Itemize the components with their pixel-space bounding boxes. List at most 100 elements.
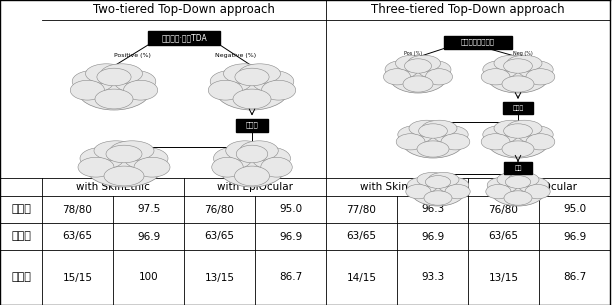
Text: 96.9: 96.9 — [421, 231, 444, 242]
Ellipse shape — [409, 120, 444, 136]
Ellipse shape — [526, 134, 555, 150]
Text: 특이도: 특이도 — [11, 272, 31, 282]
Text: 78/80: 78/80 — [63, 204, 92, 214]
Text: 86.7: 86.7 — [563, 272, 586, 282]
Ellipse shape — [417, 172, 448, 187]
Ellipse shape — [106, 145, 142, 163]
Ellipse shape — [104, 166, 144, 186]
Ellipse shape — [384, 69, 410, 85]
Ellipse shape — [235, 68, 269, 86]
Ellipse shape — [410, 174, 466, 206]
Ellipse shape — [72, 70, 114, 92]
Ellipse shape — [78, 157, 114, 177]
Ellipse shape — [124, 147, 168, 169]
Ellipse shape — [252, 70, 294, 92]
Text: 15/15: 15/15 — [63, 272, 92, 282]
Ellipse shape — [395, 55, 429, 71]
Ellipse shape — [518, 61, 554, 79]
Text: 76/80: 76/80 — [488, 204, 518, 214]
Ellipse shape — [85, 64, 127, 84]
Ellipse shape — [388, 57, 448, 93]
Ellipse shape — [97, 68, 131, 86]
Ellipse shape — [419, 124, 447, 138]
Text: 63/65: 63/65 — [488, 231, 518, 242]
Ellipse shape — [422, 120, 457, 136]
Ellipse shape — [497, 172, 528, 187]
Ellipse shape — [408, 55, 440, 71]
Text: 96.9: 96.9 — [563, 231, 586, 242]
Ellipse shape — [233, 89, 271, 109]
Ellipse shape — [486, 57, 550, 93]
Ellipse shape — [494, 55, 529, 71]
Text: 14/15: 14/15 — [346, 272, 376, 282]
Text: Pos (%): Pos (%) — [404, 52, 422, 56]
Ellipse shape — [417, 141, 449, 157]
Ellipse shape — [433, 126, 468, 144]
Ellipse shape — [428, 172, 459, 187]
Text: 86.7: 86.7 — [279, 272, 302, 282]
Ellipse shape — [80, 147, 124, 169]
Ellipse shape — [504, 59, 533, 73]
Ellipse shape — [481, 134, 510, 150]
Ellipse shape — [396, 134, 425, 150]
Text: 눈자극: 눈자극 — [245, 122, 258, 128]
Text: 局部自激·存分TDA: 局部自激·存分TDA — [161, 34, 207, 42]
Ellipse shape — [94, 141, 138, 161]
Ellipse shape — [483, 61, 518, 79]
Ellipse shape — [487, 177, 518, 193]
Ellipse shape — [385, 61, 418, 79]
Text: 96.9: 96.9 — [279, 231, 302, 242]
Ellipse shape — [486, 185, 511, 199]
Ellipse shape — [398, 126, 433, 144]
Text: 13/15: 13/15 — [205, 272, 234, 282]
Ellipse shape — [70, 80, 105, 100]
Ellipse shape — [110, 141, 154, 161]
Ellipse shape — [507, 55, 542, 71]
Ellipse shape — [426, 176, 451, 188]
Text: 100: 100 — [139, 272, 158, 282]
Ellipse shape — [490, 174, 546, 206]
Text: Neg (%): Neg (%) — [513, 52, 533, 56]
Ellipse shape — [504, 124, 533, 138]
Ellipse shape — [236, 145, 268, 163]
Text: 63/65: 63/65 — [346, 231, 376, 242]
Ellipse shape — [213, 147, 252, 169]
Text: with EpiOcular: with EpiOcular — [217, 182, 293, 192]
Text: 평가: 평가 — [514, 165, 522, 171]
Text: with SkinEthic: with SkinEthic — [76, 182, 150, 192]
Ellipse shape — [84, 143, 164, 187]
Text: 93.3: 93.3 — [421, 272, 444, 282]
Ellipse shape — [124, 80, 157, 100]
FancyBboxPatch shape — [504, 162, 532, 174]
Ellipse shape — [210, 70, 252, 92]
Text: 눈자극: 눈자극 — [512, 105, 523, 111]
Text: 통합자극평가기준: 통합자극평가기준 — [461, 39, 495, 45]
Ellipse shape — [212, 157, 244, 177]
Text: 63/65: 63/65 — [205, 231, 234, 242]
Ellipse shape — [217, 143, 287, 187]
Text: 95.0: 95.0 — [279, 204, 302, 214]
Ellipse shape — [114, 70, 156, 92]
Ellipse shape — [223, 64, 265, 84]
Ellipse shape — [261, 157, 292, 177]
FancyBboxPatch shape — [503, 102, 533, 114]
Ellipse shape — [504, 191, 532, 205]
Ellipse shape — [518, 177, 549, 193]
Ellipse shape — [405, 59, 432, 73]
Ellipse shape — [445, 185, 470, 199]
Ellipse shape — [401, 122, 465, 158]
Ellipse shape — [418, 61, 451, 79]
Text: 95.0: 95.0 — [563, 204, 586, 214]
Text: with EpiOcular: with EpiOcular — [501, 182, 577, 192]
Text: 97.5: 97.5 — [137, 204, 160, 214]
Ellipse shape — [483, 126, 518, 144]
Ellipse shape — [234, 166, 269, 186]
Ellipse shape — [526, 69, 555, 85]
Ellipse shape — [518, 126, 554, 144]
Ellipse shape — [76, 66, 152, 110]
Ellipse shape — [95, 89, 133, 109]
Ellipse shape — [226, 141, 264, 161]
Text: Two-tiered Top-Down approach: Two-tiered Top-Down approach — [93, 3, 275, 16]
FancyBboxPatch shape — [236, 119, 268, 131]
Ellipse shape — [525, 185, 550, 199]
